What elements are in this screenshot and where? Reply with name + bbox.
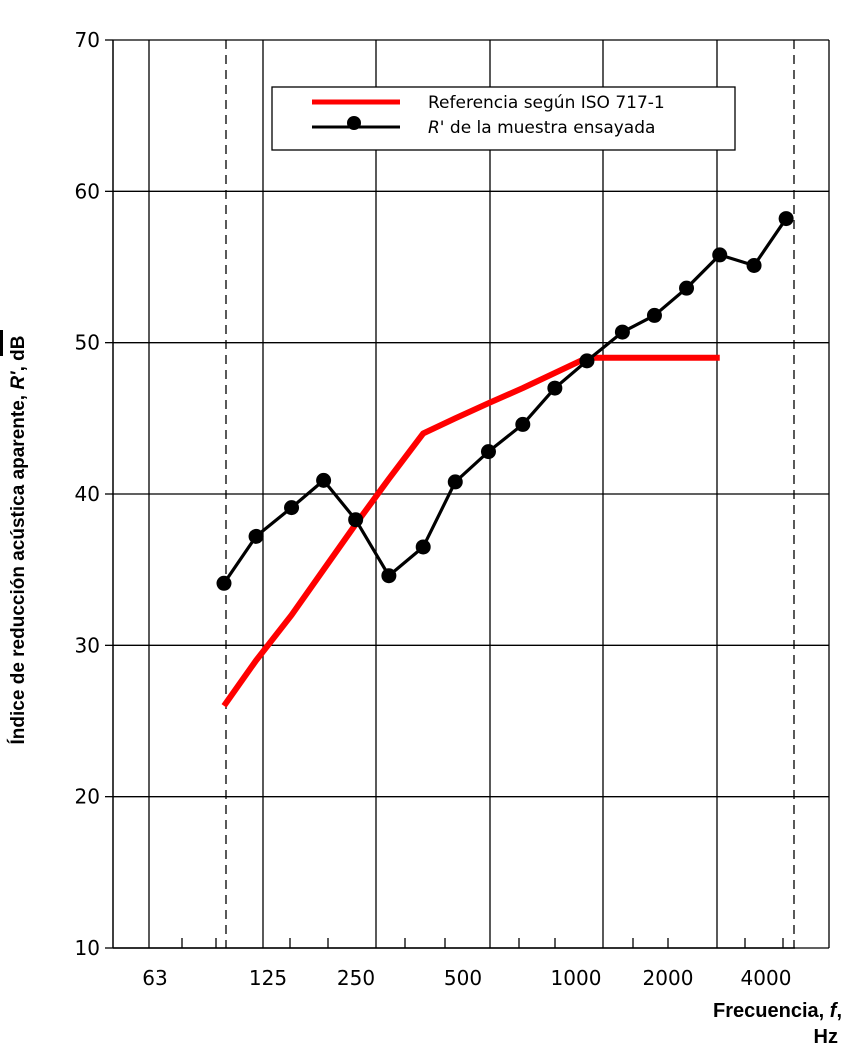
- x-tick-label: 4000: [741, 966, 792, 990]
- left-edge-bar: [0, 330, 3, 356]
- measured-point: [778, 211, 794, 227]
- y-tick-label: 10: [75, 936, 100, 960]
- legend: Referencia según ISO 717-1 R' de la mues…: [271, 86, 736, 151]
- x-axis-label: Frecuencia, f,: [713, 1000, 842, 1022]
- y-tick-label: 30: [75, 633, 100, 657]
- legend-meas-marker: [347, 116, 361, 130]
- x-tick-label: 63: [142, 966, 167, 990]
- x-tick-labels: 63 125 250 500 1000 2000 4000: [142, 966, 791, 990]
- measured-point: [284, 500, 300, 516]
- grid: [113, 39, 830, 949]
- x-tick-label: 2000: [643, 966, 694, 990]
- reference-line: [221, 354, 720, 708]
- measured-point: [646, 307, 662, 323]
- y-tick-labels: 10 20 30 40 50 60 70: [75, 28, 100, 960]
- measured-point: [480, 444, 496, 460]
- measured-point: [679, 280, 695, 296]
- measured-line: [222, 217, 788, 585]
- legend-meas-label: R' de la muestra ensayada: [428, 118, 655, 138]
- y-tick-label: 60: [75, 179, 100, 203]
- measured-point: [381, 568, 397, 584]
- x-tick-label: 500: [444, 966, 482, 990]
- x-axis-unit: Hz: [813, 1026, 838, 1048]
- measured-point: [746, 257, 762, 273]
- y-axis-label: Índice de reducción acústica aparente, R…: [7, 336, 29, 745]
- y-tick-label: 20: [75, 785, 100, 809]
- measured-point: [515, 416, 531, 432]
- legend-ref-label: Referencia según ISO 717-1: [428, 93, 665, 113]
- chart: 10 20 30 40 50 60 70 63 125 250 500 1000 2000 4000 Í…: [7, 28, 830, 990]
- measured-point: [348, 512, 364, 528]
- y-tick-label: 50: [75, 331, 100, 355]
- measured-series: [216, 211, 794, 591]
- measured-point: [415, 539, 431, 555]
- measured-point: [579, 353, 595, 369]
- measured-point: [547, 380, 563, 396]
- measured-point: [712, 247, 728, 263]
- y-tick-label: 70: [75, 28, 100, 52]
- measured-point: [216, 575, 232, 591]
- reference-series: [221, 354, 720, 708]
- measured-point: [248, 528, 264, 544]
- axes: [105, 39, 795, 949]
- x-tick-label: 250: [337, 966, 375, 990]
- x-tick-label: 1000: [551, 966, 602, 990]
- measured-point: [614, 324, 630, 340]
- measured-point: [447, 474, 463, 490]
- x-tick-label: 125: [249, 966, 287, 990]
- measured-point: [316, 472, 332, 488]
- y-tick-label: 40: [75, 482, 100, 506]
